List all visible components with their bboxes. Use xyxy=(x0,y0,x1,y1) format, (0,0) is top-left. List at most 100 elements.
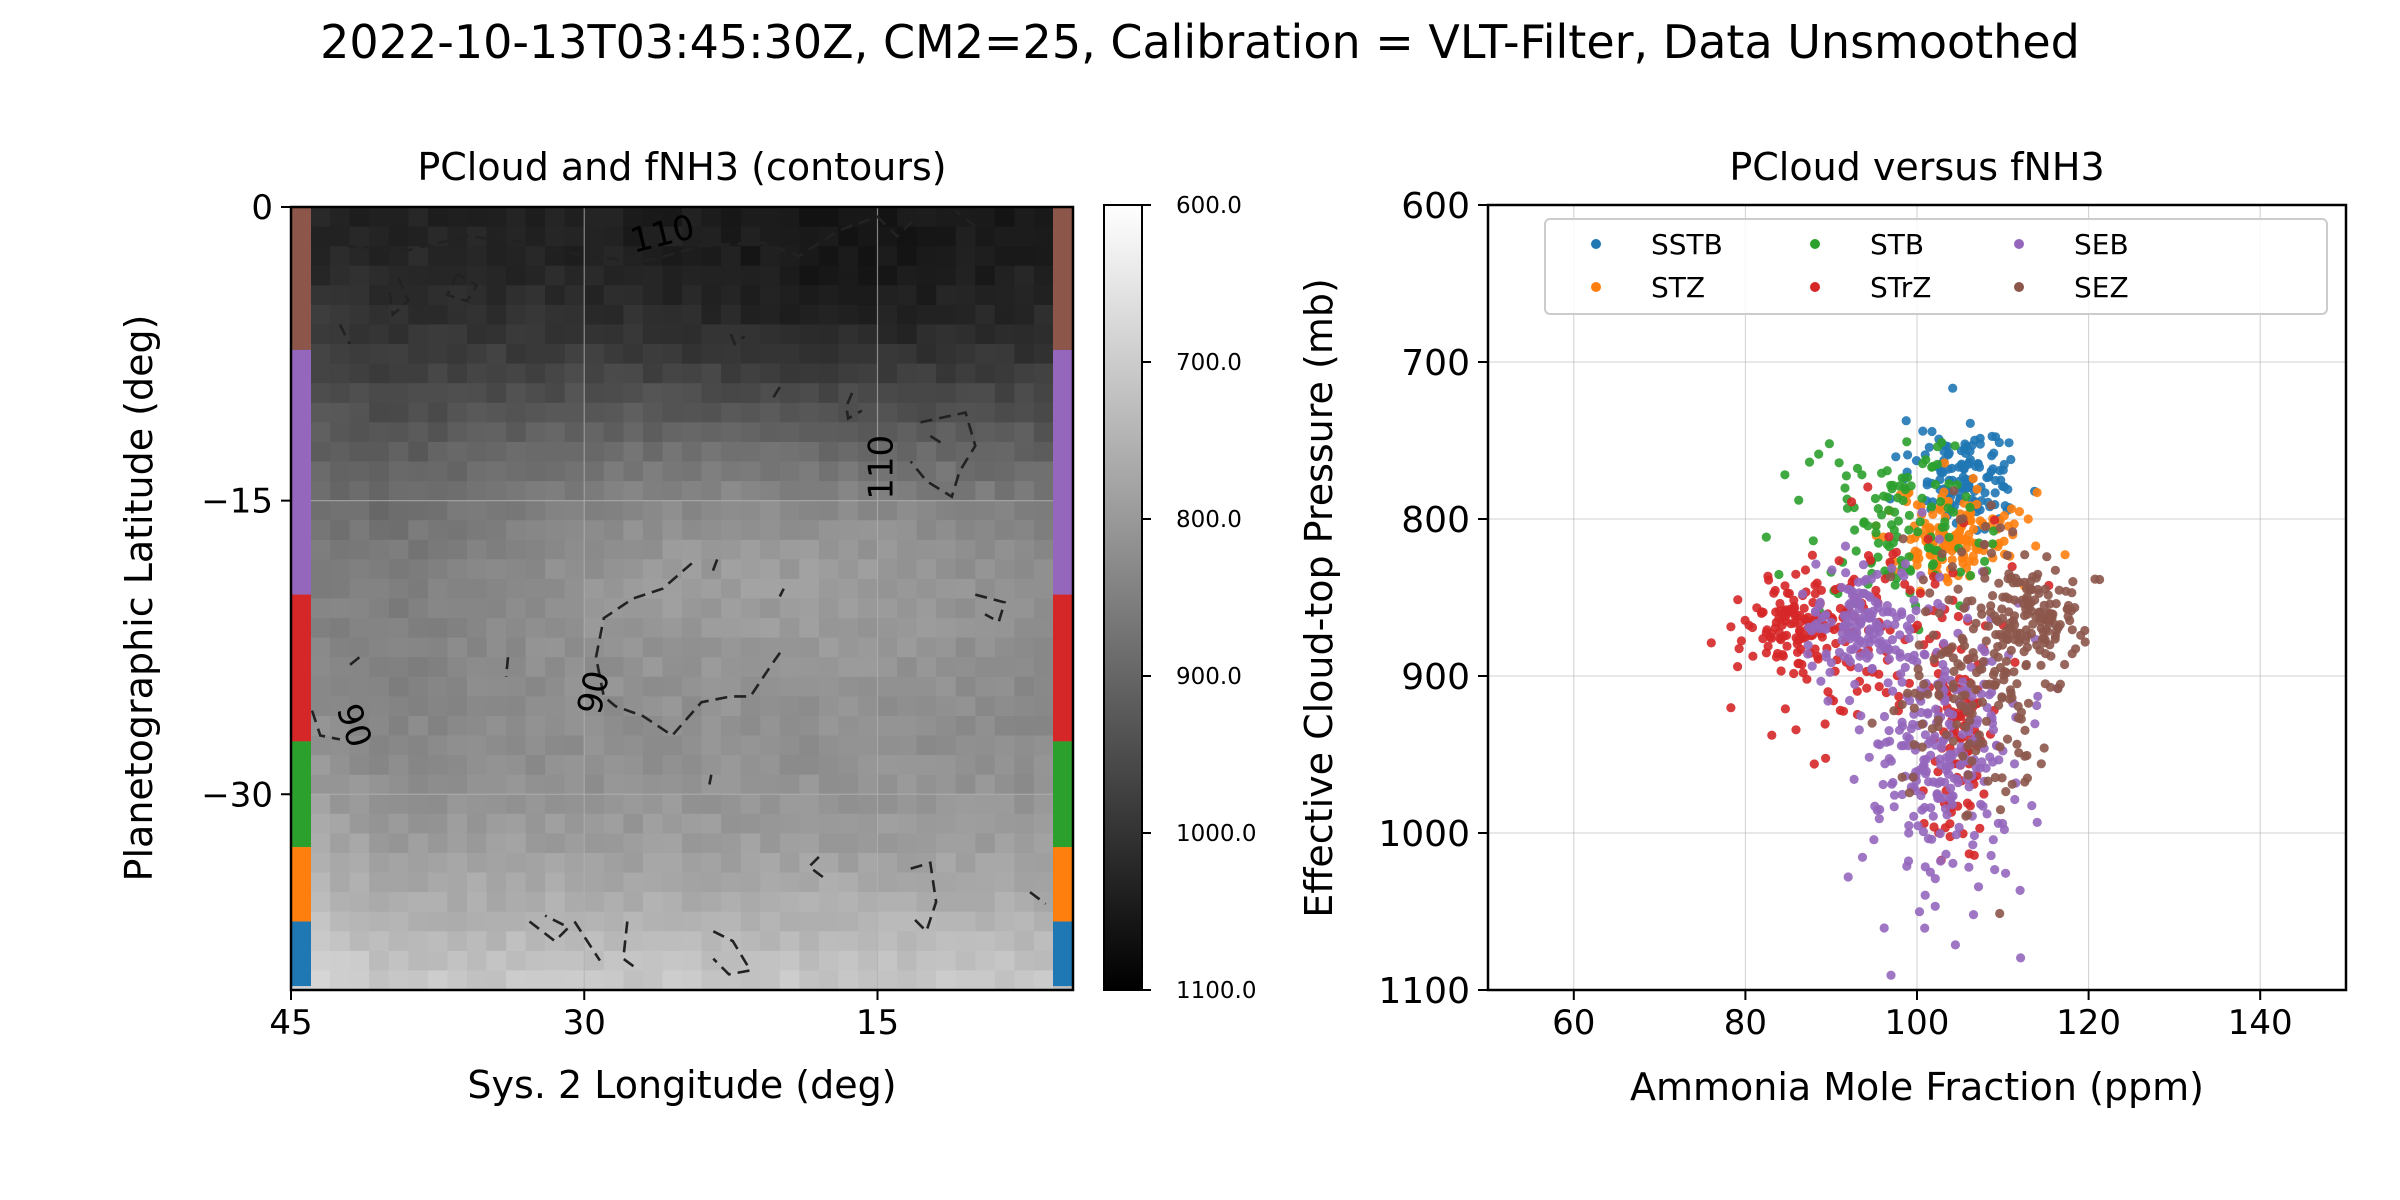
heatmap-cell xyxy=(564,853,585,874)
scatter-point xyxy=(1920,862,1930,872)
heatmap-cell xyxy=(682,441,703,463)
heatmap-cell xyxy=(721,559,742,580)
heatmap-cell xyxy=(682,324,703,345)
heatmap-cell xyxy=(486,461,507,482)
heatmap-cell xyxy=(916,892,937,913)
heatmap-cell xyxy=(467,598,488,619)
heatmap-cell xyxy=(682,304,703,326)
heatmap-cell xyxy=(642,872,664,893)
heatmap-cell xyxy=(818,324,840,345)
scatter-point xyxy=(1961,722,1971,732)
heatmap-cell xyxy=(427,324,449,345)
heatmap-cell xyxy=(1033,422,1055,443)
heatmap-cell xyxy=(897,402,918,423)
heatmap-cell xyxy=(584,853,605,874)
heatmap-cell xyxy=(975,618,996,639)
heatmap-cell xyxy=(467,559,488,580)
heatmap-cell xyxy=(975,735,996,756)
heatmap-cell xyxy=(330,383,351,404)
heatmap-cell xyxy=(506,441,527,463)
heatmap-cell xyxy=(369,441,390,463)
heatmap-cell xyxy=(310,539,331,560)
heatmap-cell xyxy=(799,657,820,678)
heatmap-cell xyxy=(799,696,820,717)
heatmap-cell xyxy=(799,598,820,619)
heatmap-cell xyxy=(427,794,449,815)
heatmap-cell xyxy=(1014,774,1035,795)
heatmap-cell xyxy=(584,716,605,737)
scatter-point xyxy=(1917,507,1927,517)
scatter-point xyxy=(1988,725,1999,735)
scatter-point xyxy=(1927,426,1937,437)
heatmap-cell xyxy=(525,813,546,834)
heatmap-cell xyxy=(955,539,976,560)
heatmap-cell xyxy=(467,696,488,717)
heatmap-cell xyxy=(662,402,683,423)
contour-line xyxy=(929,434,947,447)
heatmap-cell xyxy=(838,716,859,737)
scatter-point xyxy=(1867,718,1877,728)
heatmap-cell xyxy=(838,207,859,228)
heatmap-cell xyxy=(877,226,898,247)
heatmap-cell xyxy=(799,500,820,521)
scatter-point xyxy=(1947,463,1957,473)
scatter-point xyxy=(1956,712,1966,722)
heatmap-cell xyxy=(975,402,996,423)
heatmap-cell xyxy=(682,696,703,717)
heatmap-cell xyxy=(1014,892,1035,913)
left-y-tick-label: 0 xyxy=(251,188,273,228)
heatmap-cell xyxy=(779,676,800,697)
heatmap-cell xyxy=(936,285,957,306)
scatter-point xyxy=(1935,777,1945,787)
scatter-point xyxy=(1961,448,1971,458)
heatmap-cell xyxy=(975,676,996,697)
heatmap-cell xyxy=(818,402,840,423)
heatmap-cell xyxy=(486,539,507,560)
heatmap-cell xyxy=(740,285,761,306)
heatmap-cell xyxy=(408,324,429,345)
scatter-point xyxy=(1894,725,1905,735)
heatmap-cell xyxy=(349,696,370,717)
scatter-point xyxy=(1921,766,1931,776)
scatter-point xyxy=(1965,418,1975,428)
scatter-point xyxy=(1740,615,1750,626)
scatter-point xyxy=(1852,463,1863,473)
heatmap-cell xyxy=(897,716,918,737)
heatmap-cell xyxy=(486,500,507,521)
heatmap-cell xyxy=(584,598,605,619)
right-x-tick-label: 100 xyxy=(1885,1003,1950,1043)
heatmap-cell xyxy=(486,676,507,697)
scatter-point xyxy=(1971,746,1981,756)
heatmap-cell xyxy=(642,383,664,404)
heatmap-cell xyxy=(721,246,742,267)
heatmap-cell xyxy=(662,813,683,834)
heatmap-cell xyxy=(799,246,820,267)
heatmap-cell xyxy=(760,735,781,756)
heatmap-cell xyxy=(897,696,918,717)
heatmap-cell xyxy=(818,598,840,619)
scatter-point xyxy=(1984,690,1994,700)
heatmap-cell xyxy=(994,559,1015,580)
heatmap-cell xyxy=(1033,911,1055,932)
heatmap-cell xyxy=(1033,892,1055,913)
scatter-point xyxy=(1936,505,1946,515)
heatmap-cell xyxy=(623,539,644,560)
scatter-point xyxy=(1990,865,2000,875)
heatmap-cell xyxy=(603,324,624,345)
scatter-point xyxy=(1890,580,1900,590)
heatmap-cell xyxy=(310,598,331,619)
heatmap-cell xyxy=(897,207,918,228)
scatter-point xyxy=(1780,704,1790,714)
scatter-point xyxy=(1940,696,1950,707)
heatmap-cell xyxy=(975,598,996,619)
heatmap-cell xyxy=(975,970,996,990)
heatmap-cell xyxy=(447,813,468,834)
scatter-point xyxy=(1948,858,1958,869)
heatmap-cell xyxy=(388,853,409,874)
heatmap-cell xyxy=(447,441,468,463)
heatmap-cell xyxy=(1033,716,1055,737)
heatmap-cell xyxy=(838,755,859,776)
heatmap-cell xyxy=(682,520,703,541)
heatmap-cell xyxy=(877,363,898,384)
scatter-point xyxy=(1895,630,1905,640)
